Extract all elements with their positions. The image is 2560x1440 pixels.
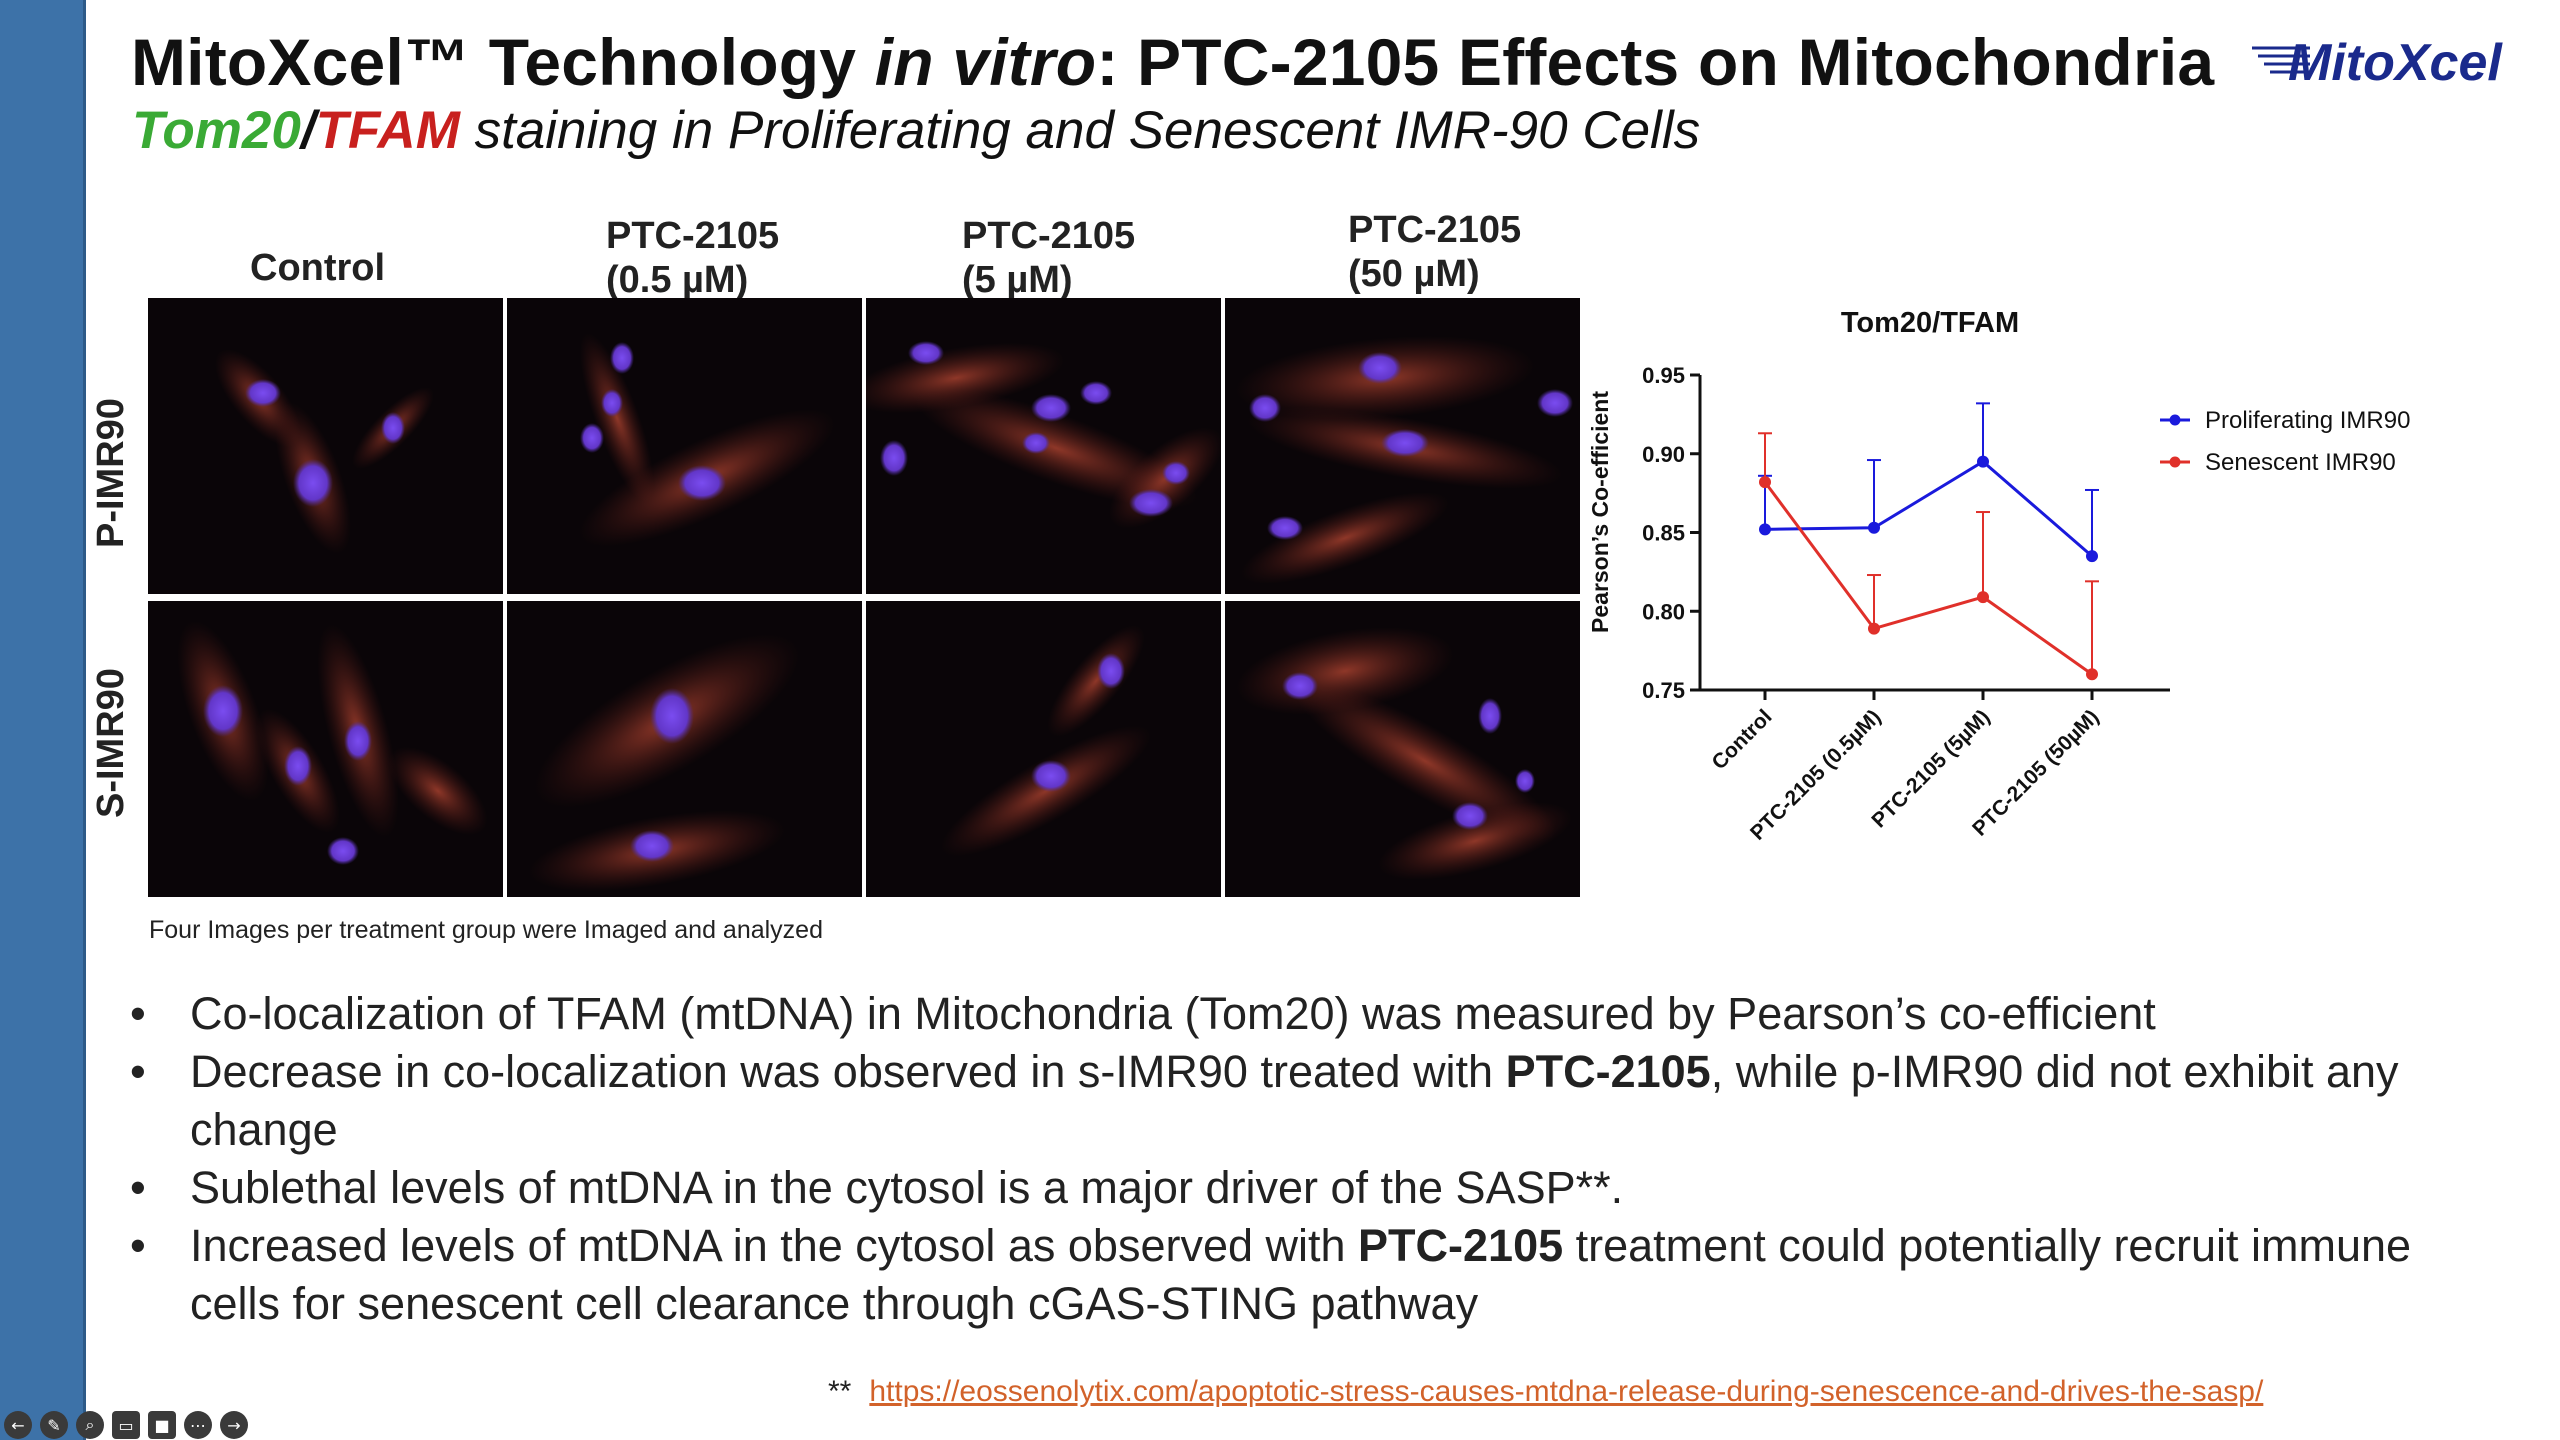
chart-title: Tom20/TFAM <box>1841 307 2019 339</box>
chart-legend: Proliferating IMR90 Senescent IMR90 <box>2160 407 2410 476</box>
chart-data-point <box>1759 523 1771 536</box>
chart-legend-label: Proliferating IMR90 <box>2205 407 2410 434</box>
subtitle-tfam: TFAM <box>315 101 460 160</box>
slide-subtitle: Tom20/TFAM staining in Proliferating and… <box>132 100 1700 161</box>
micrograph-p-5um <box>866 298 1221 594</box>
bullet-text: Decrease in co-localization was observed… <box>190 1046 1506 1097</box>
slide-title: MitoXcel™ Technology in vitro: PTC-2105 … <box>131 24 2214 100</box>
column-label-line: (0.5 µM) <box>606 259 749 301</box>
mitoxcel-logo: MitoXcel <box>2252 34 2503 92</box>
chart-data-point <box>2086 668 2098 681</box>
bullet-text: , while p-IMR90 did not exhibit any chan… <box>190 1046 2399 1155</box>
title-text-1: MitoXcel™ Technology <box>131 25 875 99</box>
chart-y-ticks: 0.95 0.90 0.85 0.80 0.75 <box>1642 363 1700 703</box>
camera-icon[interactable]: ■ <box>148 1411 176 1439</box>
bullet-item: Increased levels of mtDNA in the cytosol… <box>130 1217 2510 1333</box>
title-text-2: : PTC-2105 Effects on Mitochondria <box>1096 25 2215 99</box>
bullet-text: Sublethal levels of mtDNA in the cytosol… <box>190 1162 1624 1213</box>
chart-legend-marker <box>2169 456 2181 468</box>
subtitle-rest: staining in Proliferating and Senescent … <box>459 101 1701 160</box>
micrograph-p-50um <box>1225 298 1580 594</box>
chart-y-tick-label: 0.90 <box>1642 442 1685 467</box>
column-label-control: Control <box>250 246 385 290</box>
column-label-line: PTC-2105 <box>962 215 1136 257</box>
row-label-s-imr90: S-IMR90 <box>90 668 132 818</box>
subtitle-slash: / <box>300 101 316 160</box>
micrograph-s-control <box>148 601 503 897</box>
column-label-line: (5 µM) <box>962 259 1073 301</box>
zoom-icon[interactable]: ⌕ <box>76 1411 104 1439</box>
logo-text: MitoXcel <box>2288 34 2503 92</box>
bullet-item: Co-localization of TFAM (mtDNA) in Mitoc… <box>130 985 2510 1043</box>
chart-y-tick-label: 0.95 <box>1642 363 1685 388</box>
chart-axes <box>1698 375 2170 692</box>
chart-data-point <box>2086 550 2098 563</box>
bullet-text: Increased levels of mtDNA in the cytosol… <box>190 1220 1359 1271</box>
more-icon[interactable]: ⋯ <box>184 1411 212 1439</box>
column-label-line: PTC-2105 <box>606 215 780 257</box>
chart-series-line <box>1764 459 2093 558</box>
chart-y-tick-label: 0.75 <box>1642 678 1685 703</box>
footnote: ** https://eossenolytix.com/apoptotic-str… <box>828 1375 2263 1409</box>
chart-y-tick-label: 0.85 <box>1642 521 1685 546</box>
bullet-bold-text: PTC-2105 <box>1505 1046 1711 1097</box>
chart-data-point <box>1759 476 1771 489</box>
chart-y-tick-label: 0.80 <box>1642 599 1685 624</box>
bullet-text: Co-localization of TFAM (mtDNA) in Mitoc… <box>190 988 2156 1039</box>
chart-series <box>1758 402 2099 681</box>
column-label-line: (50 µM) <box>1348 253 1480 295</box>
micrograph-p-05um <box>507 298 862 594</box>
back-icon[interactable]: ← <box>4 1411 32 1439</box>
bullet-item: Decrease in co-localization was observed… <box>130 1043 2510 1159</box>
column-label-5um: PTC-2105 (5 µM) <box>962 214 1135 302</box>
chart-series-line <box>1763 481 2093 676</box>
captions-icon[interactable]: ▭ <box>112 1411 140 1439</box>
bullet-text: treatment could potentially recruit immu… <box>190 1220 2412 1329</box>
footnote-link[interactable]: https://eossenolytix.com/apoptotic-stres… <box>869 1375 2264 1408</box>
column-label-05um: PTC-2105 (0.5 µM) <box>606 214 779 302</box>
image-caption: Four Images per treatment group were Ima… <box>149 916 823 944</box>
forward-icon[interactable]: → <box>220 1411 248 1439</box>
chart-x-tick-label: PTC-2105 (5µM) <box>1867 705 1994 832</box>
chart-data-point <box>1868 622 1880 635</box>
chart-x-tick-label: Control <box>1707 705 1776 774</box>
column-label-line: PTC-2105 <box>1348 209 1522 251</box>
column-label-line: Control <box>250 247 386 289</box>
micrograph-s-05um <box>507 601 862 897</box>
column-label-50um: PTC-2105 (50 µM) <box>1348 208 1521 296</box>
title-italic-text: in vitro <box>874 25 1097 99</box>
chart-legend-marker <box>2169 414 2181 426</box>
bullet-bold-text: PTC-2105 <box>1358 1220 1564 1271</box>
left-accent-bar <box>0 0 86 1440</box>
row-label-p-imr90: P-IMR90 <box>90 398 132 548</box>
microscopy-grid <box>148 298 1584 900</box>
micrograph-s-50um <box>1225 601 1580 897</box>
pearson-line-chart: Tom20/TFAM Pearson’s Co-efficient 0.950.… <box>1587 307 2410 845</box>
pen-icon[interactable]: ✎ <box>40 1411 68 1439</box>
micrograph-p-control <box>148 298 503 594</box>
bullet-item: Sublethal levels of mtDNA in the cytosol… <box>130 1159 2510 1217</box>
chart-data-point <box>1868 521 1880 534</box>
footnote-marker: ** <box>828 1375 852 1408</box>
chart-y-axis-label: Pearson’s Co-efficient <box>1587 391 1613 633</box>
chart-data-point <box>1977 455 1989 468</box>
chart-legend-label: Senescent IMR90 <box>2205 449 2396 476</box>
subtitle-tom20: Tom20 <box>132 101 301 160</box>
bullet-list: Co-localization of TFAM (mtDNA) in Mitoc… <box>130 985 2510 1333</box>
chart-data-point <box>1977 591 1989 604</box>
micrograph-s-5um <box>866 601 1221 897</box>
presentation-toolbar: ← ✎ ⌕ ▭ ■ ⋯ → <box>4 1410 248 1440</box>
